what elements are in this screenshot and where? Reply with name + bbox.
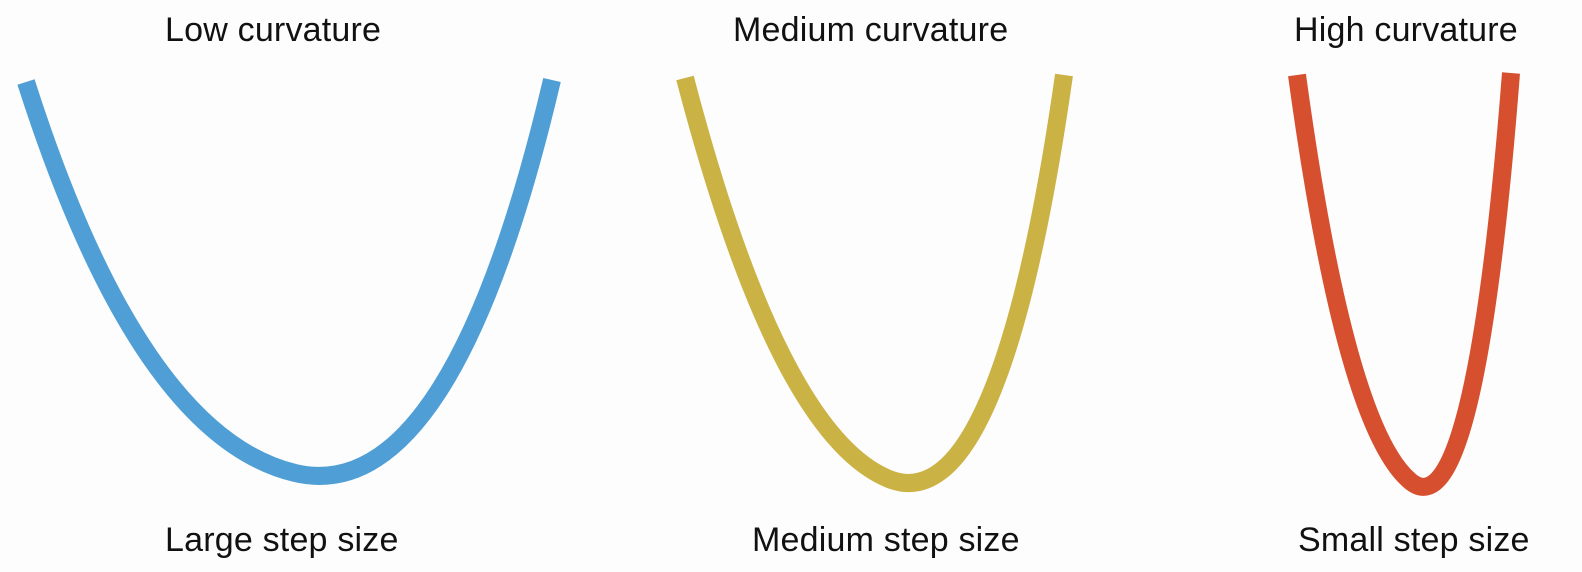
low-curvature-label: Low curvature (165, 11, 382, 49)
low-curvature-parabola (17, 77, 561, 485)
large-step-size-label: Large step size (165, 521, 399, 559)
high-curvature-parabola (1288, 72, 1520, 496)
high-curvature-label: High curvature (1294, 11, 1518, 49)
medium-step-size-label: Medium step size (752, 521, 1020, 559)
small-step-size-label: Small step size (1298, 521, 1530, 559)
medium-curvature-label: Medium curvature (733, 11, 1009, 49)
medium-curvature-parabola (676, 73, 1073, 493)
